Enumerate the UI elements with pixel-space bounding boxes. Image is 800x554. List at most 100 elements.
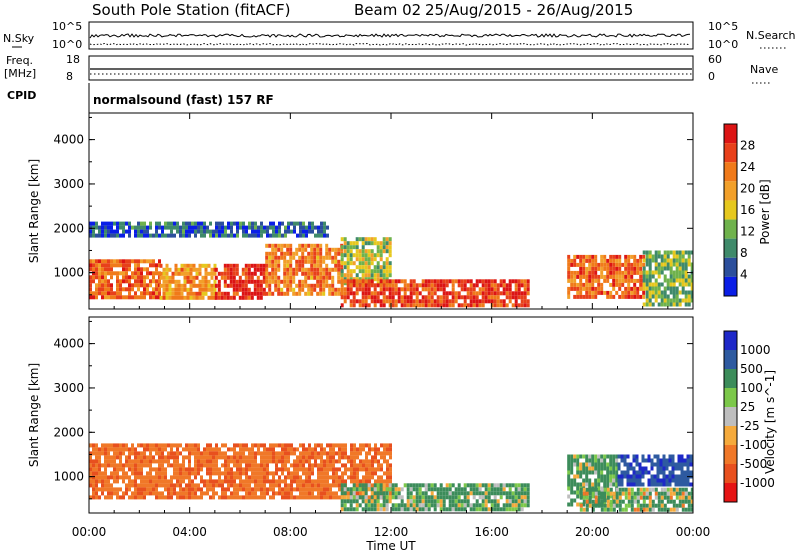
heatmap-cell bbox=[636, 290, 640, 295]
heatmap-cell bbox=[289, 263, 293, 268]
colorbar-swatch bbox=[724, 331, 737, 350]
heatmap-cell bbox=[189, 275, 193, 280]
heatmap-cell bbox=[660, 507, 664, 512]
heatmap-cell bbox=[217, 283, 221, 288]
heatmap-cell bbox=[666, 254, 670, 259]
heatmap-cell bbox=[194, 229, 197, 234]
heatmap-cell bbox=[508, 483, 512, 488]
heatmap-cell bbox=[140, 475, 143, 480]
heatmap-cell bbox=[137, 451, 140, 456]
heatmap-cell bbox=[242, 229, 245, 234]
heatmap-cell bbox=[641, 482, 645, 487]
heatmap-cell bbox=[606, 262, 610, 267]
heatmap-cell bbox=[164, 495, 167, 500]
heatmap-cell bbox=[442, 487, 446, 492]
heatmap-cell bbox=[370, 241, 374, 246]
heatmap-cell bbox=[134, 471, 137, 476]
heatmap-cell bbox=[362, 467, 365, 472]
heatmap-cell bbox=[266, 471, 269, 476]
heatmap-cell bbox=[277, 255, 281, 260]
heatmap-cell bbox=[295, 271, 299, 276]
heatmap-cell bbox=[355, 499, 359, 504]
heatmap-cell bbox=[209, 443, 212, 448]
heatmap-cell bbox=[672, 491, 676, 496]
heatmap-cell bbox=[463, 279, 467, 284]
heatmap-cell bbox=[113, 471, 116, 476]
heatmap-cell bbox=[349, 303, 353, 308]
heatmap-cell bbox=[226, 275, 230, 280]
heatmap-cell bbox=[403, 299, 407, 304]
heatmap-cell bbox=[186, 279, 190, 284]
heatmap-cell bbox=[382, 283, 386, 288]
heatmap-cell bbox=[159, 295, 163, 300]
heatmap-cell bbox=[642, 262, 646, 267]
heatmap-cell bbox=[427, 283, 431, 288]
x-tick-label: 16:00 bbox=[474, 525, 509, 539]
heatmap-cell bbox=[161, 495, 164, 500]
heatmap-cell bbox=[373, 277, 377, 282]
heatmap-cell bbox=[487, 299, 491, 304]
heatmap-cell bbox=[299, 487, 302, 492]
heatmap-cell bbox=[287, 221, 290, 226]
heatmap-cell bbox=[164, 475, 167, 480]
heatmap-cell bbox=[579, 258, 583, 263]
heatmap-cell bbox=[296, 447, 299, 452]
heatmap-cell bbox=[98, 475, 101, 480]
heatmap-cell bbox=[296, 483, 299, 488]
heatmap-cell bbox=[457, 487, 461, 492]
heatmap-cell bbox=[633, 266, 637, 271]
heatmap-cell bbox=[95, 459, 98, 464]
heatmap-cell bbox=[167, 479, 170, 484]
heatmap-cell bbox=[116, 259, 119, 264]
heatmap-cell bbox=[567, 494, 571, 499]
heatmap-cell bbox=[579, 282, 583, 287]
heatmap-cell bbox=[585, 294, 589, 299]
heatmap-cell bbox=[227, 475, 230, 480]
heatmap-cell bbox=[274, 271, 278, 276]
heatmap-cell bbox=[341, 479, 344, 484]
heatmap-cell bbox=[588, 491, 592, 496]
heatmap-cell bbox=[283, 251, 287, 256]
heatmap-cell bbox=[158, 259, 161, 264]
heatmap-cell bbox=[585, 507, 589, 512]
heatmap-cell bbox=[448, 303, 452, 308]
heatmap-cell bbox=[119, 487, 122, 492]
heatmap-cell bbox=[409, 291, 413, 296]
heatmap-cell bbox=[403, 279, 407, 284]
heatmap-cell bbox=[603, 482, 607, 487]
nsearch-tick-bottom: 10^0 bbox=[708, 38, 738, 51]
heatmap-cell bbox=[686, 454, 690, 459]
heatmap-cell bbox=[635, 470, 639, 475]
heatmap-cell bbox=[445, 303, 449, 308]
heatmap-cell bbox=[603, 258, 607, 263]
heatmap-cell bbox=[371, 475, 374, 480]
heatmap-cell bbox=[635, 462, 639, 467]
heatmap-cell bbox=[189, 283, 193, 288]
heatmap-cell bbox=[657, 274, 661, 279]
heatmap-cell bbox=[388, 245, 392, 250]
power-colorbar-label: Power [dB] bbox=[758, 179, 772, 244]
heatmap-cell bbox=[125, 275, 128, 280]
heatmap-cell bbox=[137, 259, 140, 264]
heatmap-cell bbox=[238, 279, 242, 284]
heatmap-cell bbox=[186, 275, 190, 280]
heatmap-cell bbox=[389, 451, 392, 456]
heatmap-cell bbox=[332, 455, 335, 460]
heatmap-cell bbox=[256, 279, 260, 284]
heatmap-cell bbox=[671, 470, 675, 475]
heatmap-cell bbox=[665, 466, 669, 471]
heatmap-cell bbox=[176, 475, 179, 480]
heatmap-cell bbox=[308, 479, 311, 484]
heatmap-cell bbox=[214, 275, 218, 280]
heatmap-cell bbox=[669, 495, 673, 500]
heatmap-cell bbox=[472, 295, 476, 300]
heatmap-cell bbox=[606, 270, 610, 275]
heatmap-cell bbox=[301, 255, 305, 260]
heatmap-cell bbox=[347, 475, 350, 480]
heatmap-cell bbox=[248, 225, 251, 230]
heatmap-cell bbox=[176, 221, 179, 226]
colorbar-swatch bbox=[724, 276, 737, 296]
heatmap-cell bbox=[173, 471, 176, 476]
heatmap-cell bbox=[585, 278, 589, 283]
heatmap-cell bbox=[337, 275, 341, 280]
